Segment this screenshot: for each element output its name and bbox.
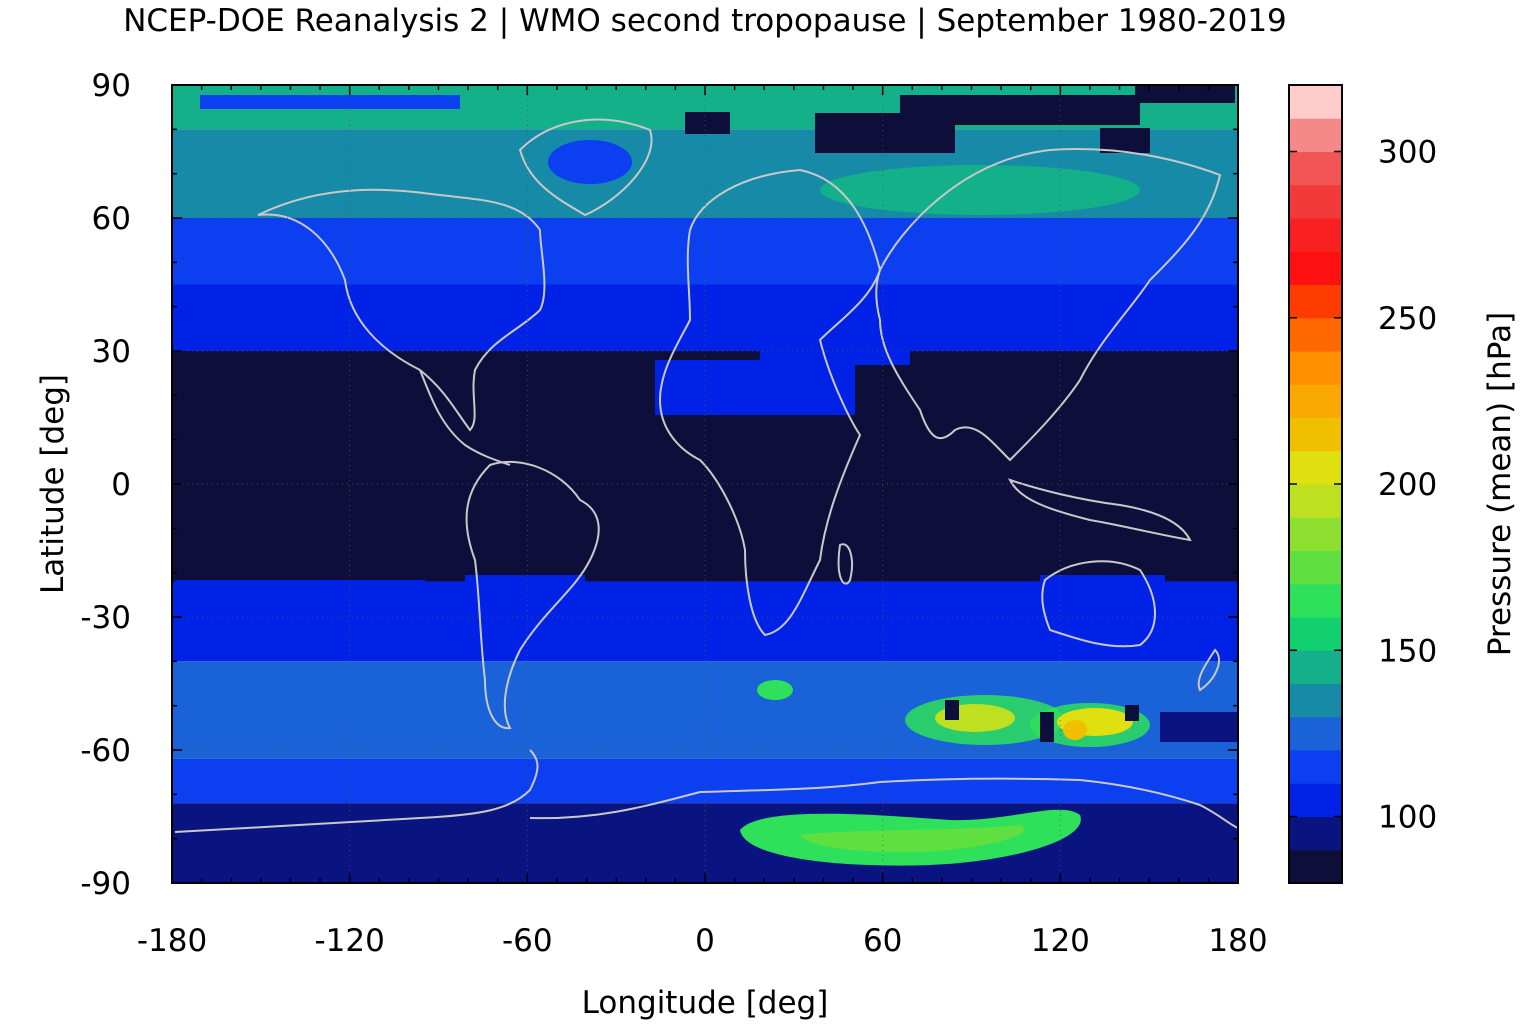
chart-title: NCEP-DOE Reanalysis 2 | WMO second tropo… [123, 3, 1287, 39]
colorbar-swatch [1289, 417, 1342, 452]
y-tick-label: 60 [92, 201, 131, 237]
y-axis-label: Latitude [deg] [35, 374, 71, 594]
y-tick-label: -60 [80, 733, 131, 769]
colorbar-label: Pressure (mean) [hPa] [1482, 312, 1518, 656]
coast-australia [1041, 560, 1156, 648]
siberia-high [820, 165, 1140, 215]
x-tick-label: -120 [314, 923, 384, 959]
y-tick-label: -90 [80, 866, 131, 902]
colorbar-tick-label: 250 [1378, 301, 1437, 337]
subtropical-bulge [1040, 575, 1165, 630]
coast-europe-africa [658, 168, 882, 637]
y-tick-label: 30 [92, 334, 131, 370]
colorbar-tick-label: 150 [1378, 633, 1437, 669]
field-features [175, 85, 1238, 882]
arctic-low [1100, 128, 1150, 153]
arctic-low [685, 112, 730, 134]
antarctic-low [215, 845, 720, 870]
arctic-low [900, 95, 1140, 125]
colorbar-swatch [1289, 550, 1342, 585]
colorbar-swatch [1289, 218, 1342, 252]
coast-greenland [518, 118, 653, 217]
x-axis-tick-labels: -180 -120 -60 0 60 120 180 [137, 923, 1268, 959]
colorbar-swatch [1289, 816, 1342, 851]
colorbar-swatch [1289, 650, 1342, 684]
subtropical-bulge [655, 360, 855, 415]
colorbar-swatch [1289, 750, 1342, 784]
colorbar-swatch [1289, 716, 1342, 751]
low-pressure-cell [1040, 712, 1054, 742]
coast-central-america [419, 369, 511, 466]
colorbar-tick-label: 200 [1378, 467, 1437, 503]
green-patch [757, 680, 793, 700]
colorbar-swatch [1289, 184, 1342, 219]
low-pressure-strip [1160, 712, 1238, 742]
colorbar-swatch [1289, 351, 1342, 385]
subtropical-bulge [175, 580, 425, 610]
colorbar-swatch [1289, 284, 1342, 319]
colorbar-swatch [1289, 317, 1342, 352]
coast-antarctica [174, 749, 1239, 833]
colorbar-swatch [1289, 384, 1342, 418]
colorbar-tick-label: 300 [1378, 135, 1437, 171]
x-tick-label: 60 [863, 923, 902, 959]
coast-asia [875, 148, 1222, 462]
colorbar [1288, 84, 1343, 884]
coast-new-zealand [1197, 648, 1220, 692]
coast-maritime-se-asia [1008, 478, 1192, 542]
colorbar-swatch [1289, 450, 1342, 485]
colorbar-swatch [1289, 617, 1342, 651]
high-pressure-core [1063, 720, 1087, 740]
map-plot-area [171, 84, 1239, 884]
polar-vortex-inner [800, 825, 1024, 853]
coastlines [174, 118, 1239, 833]
pressure-band [172, 218, 1238, 285]
arctic-low [200, 95, 460, 109]
colorbar-tick-label: 100 [1378, 800, 1437, 836]
colorbar-swatch [1289, 118, 1342, 152]
colorbar-swatch [1289, 849, 1342, 884]
colorbar-swatch [1289, 683, 1342, 718]
x-tick-label: -180 [137, 923, 207, 959]
colorbar-swatch [1289, 85, 1342, 119]
greenland-low [548, 140, 632, 184]
colorbar-swatch [1289, 783, 1342, 817]
coast-madagascar [837, 543, 853, 585]
colorbar-swatch [1289, 484, 1342, 518]
y-tick-label: -30 [80, 600, 131, 636]
colorbar-swatch [1289, 251, 1342, 285]
subtropical-bulge [465, 575, 585, 620]
x-tick-label: -60 [502, 923, 553, 959]
colorbar-swatch [1289, 583, 1342, 618]
colorbar-tick-labels: 100 150 200 250 300 [1378, 135, 1437, 836]
coast-south-america [465, 460, 600, 730]
x-axis-label: Longitude [deg] [582, 985, 829, 1021]
y-axis-tick-labels: 90 60 30 0 -30 -60 -90 [80, 68, 131, 902]
antarctic-low [180, 870, 1238, 882]
low-pressure-cell [1125, 705, 1139, 721]
low-pressure-cell [945, 700, 959, 720]
y-tick-label: 90 [92, 68, 131, 104]
grid-lines [172, 85, 1238, 883]
x-tick-label: 0 [695, 923, 715, 959]
x-tick-label: 180 [1208, 923, 1267, 959]
colorbar-swatch [1289, 517, 1342, 551]
y-tick-label: 0 [111, 467, 131, 503]
colorbar-swatch [1289, 151, 1342, 186]
arctic-low [1135, 85, 1235, 103]
x-tick-label: 120 [1031, 923, 1090, 959]
axis-ticks [171, 84, 1239, 884]
pressure-band [172, 284, 1238, 351]
